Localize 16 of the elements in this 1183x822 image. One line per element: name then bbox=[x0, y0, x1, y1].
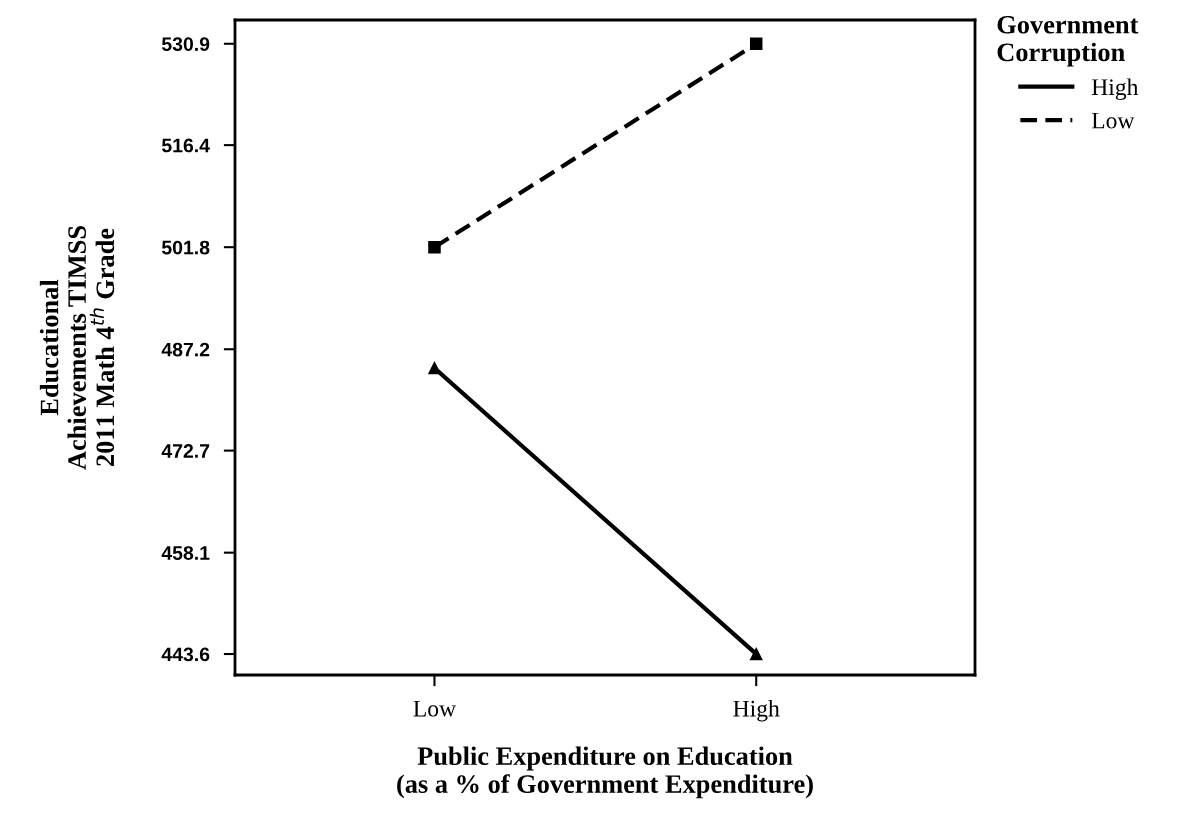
legend-title: Government Corruption bbox=[997, 15, 1139, 67]
y-tick-label: 472.7 bbox=[161, 444, 210, 458]
point bbox=[428, 240, 441, 254]
point bbox=[428, 361, 441, 375]
legend-label: Low bbox=[1091, 112, 1135, 129]
y-tick-label: 487.2 bbox=[161, 342, 210, 357]
y-tick-label: 501.8 bbox=[161, 240, 210, 255]
point bbox=[749, 647, 763, 661]
y-tick-label: 443.6 bbox=[161, 647, 210, 662]
point bbox=[749, 37, 763, 51]
x-axis-title: Public Expenditure on Education (as a % of Government Expenditure) bbox=[397, 746, 813, 799]
y-axis-title: Educational Achievements TIMSS 2011 Math 4$^{th}$ Grade bbox=[39, 226, 115, 470]
y-tick-label: 530.9 bbox=[161, 37, 210, 52]
legend-label: High bbox=[1091, 78, 1139, 100]
y-tick-label: 458.1 bbox=[161, 546, 210, 560]
y-tick-label: 516.4 bbox=[161, 138, 210, 153]
